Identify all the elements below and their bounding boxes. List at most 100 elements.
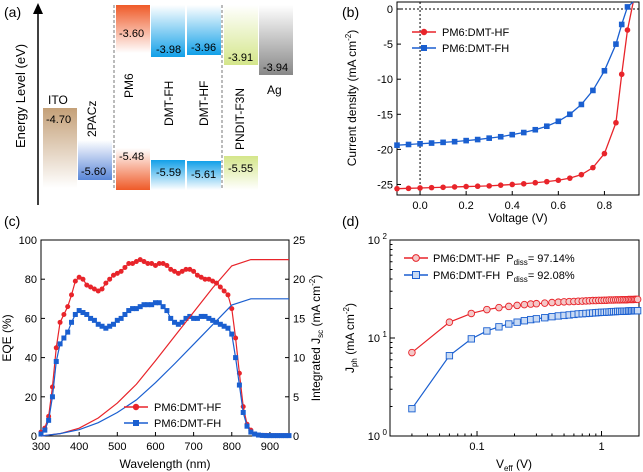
- c-ytick-right-label: 10: [293, 353, 305, 365]
- legend-b-hf-label: PM6:DMT-HF: [442, 27, 510, 39]
- c-point-hf: [118, 268, 124, 274]
- c-point-fh: [42, 427, 48, 433]
- b-point-hf: [555, 177, 562, 184]
- panel-d-data: [408, 295, 642, 413]
- b-point-hf: [601, 150, 608, 157]
- b-point-fh: [590, 87, 596, 94]
- 2pacz-value: -5.60: [81, 166, 106, 178]
- panel-b-xlabel: Voltage (V): [488, 211, 547, 225]
- c-point-fh: [286, 433, 292, 439]
- c-point-fh: [282, 433, 288, 439]
- d-point-hf: [408, 348, 416, 357]
- b-point-hf: [532, 179, 539, 186]
- b-point-hf: [417, 185, 423, 191]
- d-point-fh: [633, 307, 642, 315]
- dmt-fh-name: DMT-FH: [162, 81, 176, 126]
- c-point-fh: [141, 302, 147, 308]
- legend-d-fh-label: PM6:DMT-FH Pdiss= 92.08%: [433, 270, 575, 284]
- c-point-fh: [95, 321, 101, 327]
- c-ytick-right-label: 25: [293, 235, 305, 247]
- d-point-fh: [495, 323, 503, 331]
- c-ytick-right-label: 0: [293, 431, 299, 443]
- c-point-hf: [61, 311, 67, 317]
- b-xtick-label: 0.6: [551, 200, 566, 212]
- pm6-homo-band: [116, 148, 150, 190]
- b-ytick-label: -25: [377, 179, 393, 191]
- pndit-homo-value: -5.55: [228, 163, 253, 175]
- c-xtick-label: 400: [70, 441, 88, 453]
- b-point-fh: [497, 133, 504, 140]
- d-xtick-label: 1: [598, 441, 604, 453]
- d-point-fh: [520, 317, 529, 325]
- pm6-name: PM6: [122, 73, 136, 98]
- c-ytick-label: 0: [31, 431, 37, 443]
- b-ytick-label: -10: [377, 74, 393, 86]
- dmt-hf-homo-band: [187, 161, 221, 190]
- b-point-fh: [618, 21, 625, 28]
- c-point-hf: [152, 262, 158, 268]
- legend-d-hf-label: PM6:DMT-HF Pdiss= 97.14%: [433, 253, 575, 267]
- c-xtick-label: 700: [184, 441, 202, 453]
- c-point-fh: [91, 317, 97, 323]
- b-point-fh: [463, 137, 469, 144]
- c-point-hf: [198, 274, 204, 280]
- b-point-fh: [451, 138, 458, 145]
- c-point-hf: [130, 261, 136, 267]
- c-point-hf: [206, 276, 212, 282]
- panel-b: (b) Current density (mA cm-2) Voltage (V…: [342, 1, 640, 225]
- c-point-fh: [206, 315, 212, 321]
- c-point-fh: [275, 433, 281, 439]
- panel-a-ylabel: Energy Level (eV): [13, 44, 28, 148]
- c-point-fh: [255, 432, 261, 438]
- d-point-hf: [532, 299, 541, 308]
- c-point-hf: [84, 282, 90, 288]
- panel-c-xlabel: Wavelength (nm): [120, 457, 211, 471]
- legend-d-fh-marker: [412, 271, 420, 279]
- c-point-fh: [175, 321, 181, 327]
- b-point-fh: [405, 141, 412, 148]
- ag-band: [259, 5, 293, 75]
- panel-d-xlabel: Veff (V): [496, 457, 532, 472]
- c-point-hf: [210, 278, 216, 284]
- c-point-fh: [76, 308, 82, 314]
- d-point-fh: [541, 314, 549, 322]
- c-point-hf: [88, 284, 94, 290]
- c-point-fh: [229, 331, 235, 337]
- b-series-line: [396, 1, 634, 190]
- panel-c-label: (c): [4, 213, 20, 229]
- d-ytick-exp: 1: [383, 330, 388, 339]
- d-point-hf: [483, 305, 491, 314]
- c-point-fh: [53, 359, 59, 365]
- b-point-hf: [497, 182, 504, 188]
- ito-band: [43, 108, 77, 188]
- c-ytick-label: 80: [25, 274, 37, 286]
- legend-d-hf-marker: [412, 254, 420, 262]
- b-point-hf: [544, 178, 550, 185]
- c-point-hf: [183, 266, 189, 272]
- c-point-hf: [99, 286, 105, 292]
- panel-d-legend: PM6:DMT-HF Pdiss= 97.14% PM6:DMT-FH Pdiss=…: [404, 253, 575, 284]
- panel-d-frame: [389, 239, 640, 437]
- c-xtick-label: 600: [146, 441, 164, 453]
- c-point-hf: [137, 257, 143, 263]
- c-point-fh: [217, 321, 223, 327]
- c-point-fh: [263, 433, 269, 439]
- dmt-hf-homo-value: -5.61: [191, 169, 216, 181]
- b-point-fh: [486, 135, 492, 141]
- d-xtick-label: 0.1: [469, 441, 484, 453]
- c-point-fh: [99, 323, 105, 329]
- c-point-hf: [95, 288, 101, 294]
- c-point-hf: [53, 345, 59, 351]
- c-point-hf: [225, 292, 231, 298]
- c-eqe-line: [40, 302, 289, 437]
- d-point-hf: [445, 318, 454, 326]
- panel-b-ticks: 0.0 0.2 0.4 0.6 0.8 0 -5 -10 -15 -20 -25: [377, 4, 612, 212]
- c-point-fh: [145, 302, 151, 308]
- panel-a: (a) Energy Level (eV) ITO -4.70 2PACz -5…: [4, 3, 293, 205]
- c-point-fh: [57, 341, 63, 347]
- c-point-hf: [110, 272, 116, 278]
- pm6-lumo-band: [116, 5, 150, 53]
- b-point-hf: [474, 183, 481, 190]
- c-xtick-label: 300: [32, 441, 50, 453]
- c-point-hf: [194, 272, 200, 278]
